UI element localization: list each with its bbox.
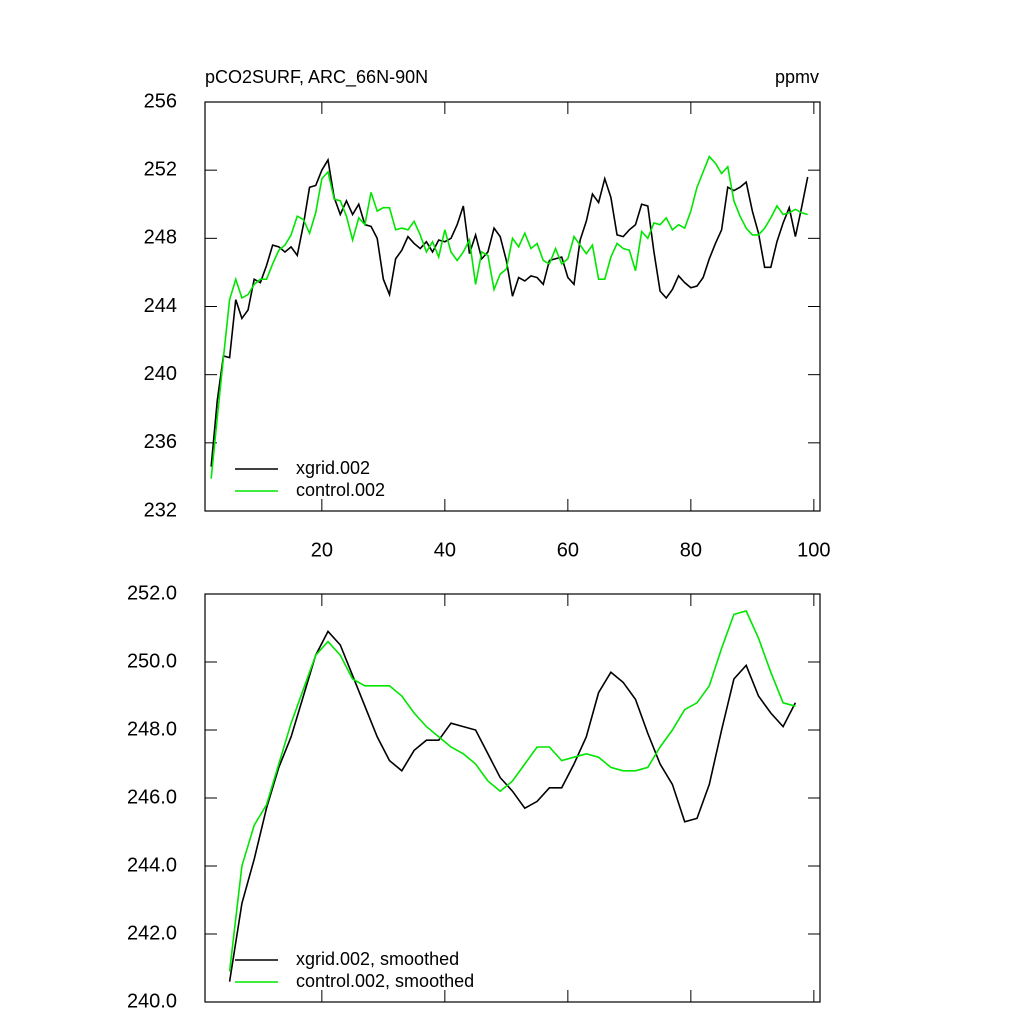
y-tick-label: 244.0: [127, 854, 177, 876]
units-label: ppmv: [775, 67, 819, 87]
y-tick-label: 250.0: [127, 650, 177, 672]
y-tick-label: 248.0: [127, 718, 177, 740]
series-line: [210, 155, 808, 479]
plot-frame: [204, 101, 821, 512]
y-tick-label: 236: [144, 431, 177, 453]
series-line: [228, 610, 796, 972]
legend-label: control.002, smoothed: [296, 971, 474, 991]
x-tick-label: 80: [680, 539, 702, 561]
y-tick-label: 240.0: [127, 990, 177, 1012]
y-tick-label: 252.0: [127, 582, 177, 604]
y-tick-label: 240: [144, 363, 177, 385]
legend-label: xgrid.002, smoothed: [296, 949, 459, 969]
y-tick-label: 256: [144, 90, 177, 112]
plot-frame: [204, 593, 821, 1003]
legend-label: xgrid.002: [296, 458, 370, 478]
y-tick-label: 252: [144, 158, 177, 180]
chart-title: pCO2SURF, ARC_66N-90N: [205, 67, 428, 88]
y-tick-label: 246.0: [127, 786, 177, 808]
x-tick-label: 40: [434, 539, 456, 561]
series-line: [228, 630, 797, 982]
y-tick-label: 248: [144, 227, 177, 249]
x-tick-label: 20: [311, 539, 333, 561]
legend-label: control.002: [296, 480, 385, 500]
y-tick-label: 244: [144, 295, 177, 317]
series-line: [210, 157, 809, 467]
y-tick-label: 242.0: [127, 922, 177, 944]
x-tick-label: 100: [797, 539, 830, 561]
x-tick-label: 60: [557, 539, 579, 561]
y-tick-label: 232: [144, 499, 177, 521]
